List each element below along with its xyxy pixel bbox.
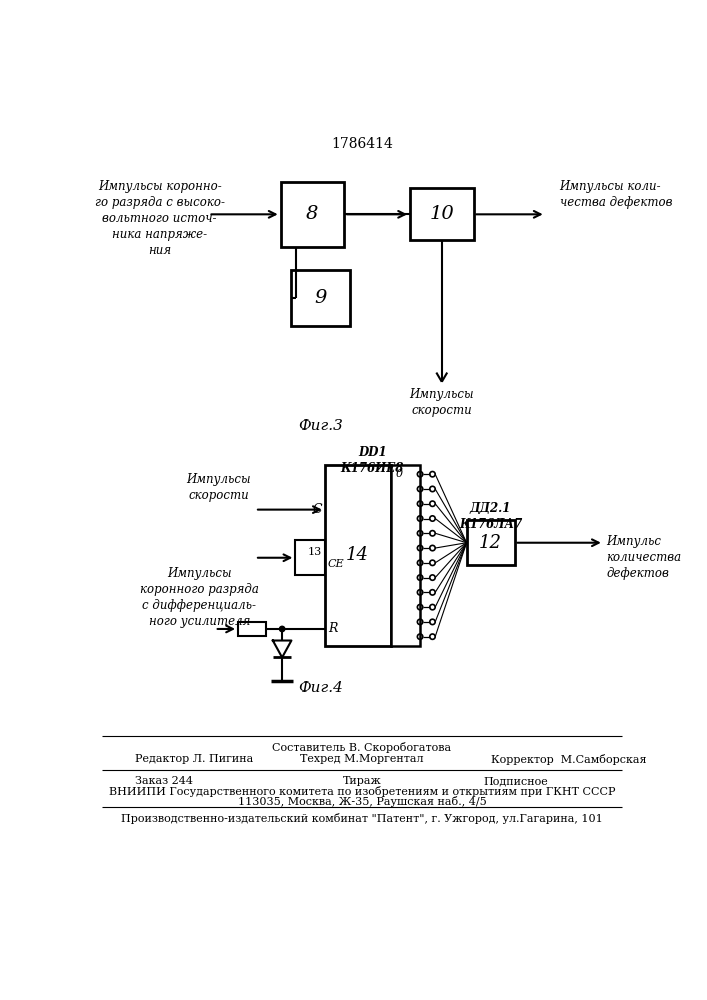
Bar: [238, 622, 266, 636]
Text: Импульсы
скорости: Импульсы скорости: [409, 388, 474, 417]
Text: Импульсы коли-
чества дефектов: Импульсы коли- чества дефектов: [559, 180, 672, 209]
Text: Импульсы коронно-
го разряда с высоко-
вольтного источ-
ника напряже-
ния: Импульсы коронно- го разряда с высоко- в…: [95, 180, 225, 257]
Text: 1786414: 1786414: [331, 137, 393, 151]
Text: Импульс
количества
дефектов: Импульс количества дефектов: [606, 535, 682, 580]
Text: Импульсы
коронного разряда
с дифференциаль-
ного усилителя: Импульсы коронного разряда с дифференциа…: [140, 567, 259, 628]
Text: 8: 8: [306, 205, 319, 223]
Bar: [391, 465, 420, 646]
Bar: [410, 188, 474, 240]
Text: CE: CE: [328, 559, 344, 569]
Text: Подписное: Подписное: [484, 776, 549, 786]
Text: ДД2.1
К176ЛА7: ДД2.1 К176ЛА7: [459, 502, 522, 531]
Text: Фиг.3: Фиг.3: [298, 419, 344, 433]
Text: Производственно-издательский комбинат "Патент", г. Ужгород, ул.Гагарина, 101: Производственно-издательский комбинат "П…: [121, 813, 603, 824]
Text: 113035, Москва, Ж-35, Раушская наб., 4/5: 113035, Москва, Ж-35, Раушская наб., 4/5: [238, 796, 486, 807]
Text: R: R: [328, 622, 337, 635]
Text: Фиг.4: Фиг.4: [298, 681, 344, 695]
Circle shape: [279, 626, 285, 632]
Text: Техред М.Моргентал: Техред М.Моргентал: [300, 754, 423, 764]
Bar: [281, 182, 344, 247]
Text: Тираж: Тираж: [343, 776, 381, 786]
Bar: [291, 270, 349, 326]
Text: DD1
К176ИЕ8: DD1 К176ИЕ8: [341, 446, 404, 475]
Text: ВНИИПИ Государственного комитета по изобретениям и открытиям при ГКНТ СССР: ВНИИПИ Государственного комитета по изоб…: [109, 786, 615, 797]
Text: C: C: [312, 503, 322, 516]
Text: Редактор Л. Пигина: Редактор Л. Пигина: [135, 754, 253, 764]
Text: 10: 10: [429, 205, 454, 223]
Bar: [325, 465, 391, 646]
Bar: [296, 540, 325, 575]
Text: 13: 13: [308, 547, 322, 557]
Text: Составитель В. Скоробогатова: Составитель В. Скоробогатова: [272, 742, 452, 753]
Bar: [467, 520, 515, 565]
Text: Импульсы
скорости: Импульсы скорости: [186, 473, 251, 502]
Text: Заказ 244: Заказ 244: [135, 776, 193, 786]
Text: 9: 9: [315, 289, 327, 307]
Text: 0: 0: [395, 469, 402, 479]
Text: Корректор  М.Самборская: Корректор М.Самборская: [491, 754, 647, 765]
Text: 14: 14: [346, 546, 369, 564]
Text: 12: 12: [479, 534, 502, 552]
